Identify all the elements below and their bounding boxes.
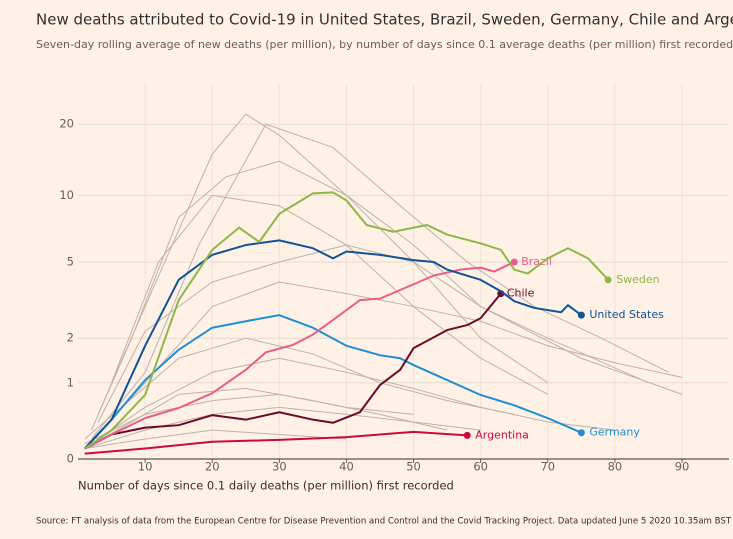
x-tick-label: 90 — [675, 460, 690, 474]
x-tick-label: 80 — [608, 460, 623, 474]
series-label: Chile — [507, 287, 535, 300]
background-line — [84, 337, 515, 440]
end-point — [577, 311, 585, 319]
y-tick-label: 5 — [67, 254, 74, 268]
background-line — [90, 160, 683, 431]
x-tick-label: 20 — [205, 460, 220, 474]
series-label: Sweden — [616, 273, 659, 286]
background-line — [84, 357, 615, 449]
chart-title: New deaths attributed to Covid-19 in Uni… — [36, 11, 733, 29]
series-line — [83, 314, 582, 450]
x-tick-label: 30 — [272, 460, 287, 474]
series-line — [84, 191, 609, 450]
end-point — [463, 431, 471, 439]
series-label: Argentina — [475, 428, 529, 441]
x-tick-label: 50 — [406, 460, 421, 474]
background-line — [111, 194, 549, 395]
background-line — [97, 244, 649, 423]
source-note: Source: FT analysis of data from the Eur… — [36, 517, 732, 527]
end-point — [577, 429, 585, 437]
series-line — [84, 261, 515, 450]
chart-subtitle: Seven-day rolling average of new deaths … — [36, 38, 733, 51]
y-tick-label: 1 — [67, 375, 74, 389]
series-label: Brazil — [521, 255, 552, 268]
end-point — [510, 258, 518, 266]
background-line — [84, 393, 414, 445]
y-tick-label: 10 — [59, 188, 74, 202]
y-tick-label: 20 — [59, 117, 74, 131]
series-label: Germany — [589, 426, 640, 439]
x-tick-label: 40 — [339, 460, 354, 474]
series-line — [84, 292, 502, 450]
series-label: United States — [589, 308, 664, 321]
x-tick-label: 70 — [540, 460, 555, 474]
x-tick-label: 60 — [473, 460, 488, 474]
background-line — [84, 429, 347, 450]
background-line — [84, 387, 448, 449]
background-line — [91, 123, 669, 440]
series-line — [84, 430, 468, 455]
background-line — [84, 281, 683, 449]
x-tick-label: 10 — [138, 460, 153, 474]
end-point — [604, 276, 612, 284]
x-axis-label: Number of days since 0.1 daily deaths (p… — [78, 479, 454, 493]
series-line — [83, 239, 582, 450]
y-tick-label: 2 — [67, 331, 74, 345]
y-tick-label: 0 — [67, 452, 74, 466]
background-line — [97, 113, 549, 415]
